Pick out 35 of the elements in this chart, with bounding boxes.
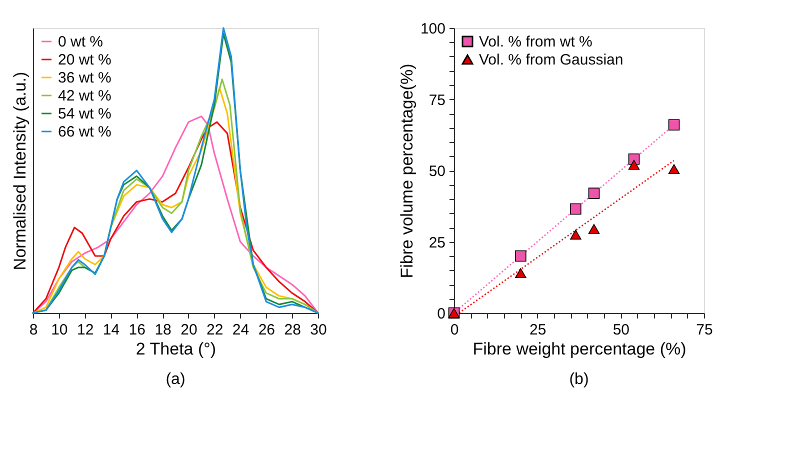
x-tick-label: 24 (232, 322, 250, 338)
x-axis-title: Fibre weight percentage (%) (472, 340, 686, 358)
x-tick-label: 10 (51, 322, 68, 338)
x-axis-title: 2 Theta (°) (136, 340, 216, 358)
x-tick-label: 0 (450, 322, 459, 338)
x-tick-label: 26 (258, 322, 276, 338)
x-tick-label: 16 (128, 322, 146, 338)
x-tick-label: 14 (102, 322, 120, 338)
legend-label: 54 wt % (58, 106, 112, 122)
text: (a) (166, 371, 186, 388)
legend-label: Vol. % from Gaussian (479, 52, 624, 68)
y-tick-label: 25 (428, 234, 446, 252)
legend-label: 20 wt % (58, 52, 112, 68)
x-tick-label: 22 (206, 322, 224, 338)
legend-label: 42 wt % (58, 88, 112, 104)
legend-label: 36 wt % (58, 70, 112, 86)
x-tick-label: 20 (180, 322, 198, 338)
y-axis-title: Normalised Intensity (a.u.) (10, 72, 30, 270)
x-tick-label: 30 (310, 322, 327, 338)
x-tick-label: 25 (529, 322, 546, 338)
y-tick-label: 75 (428, 92, 446, 109)
x-tick-label: 8 (29, 322, 38, 338)
x-tick-label: 50 (612, 322, 630, 338)
y-axis-title: Fibre volume percentage(%) (397, 64, 416, 278)
y-tick-label: 100 (420, 20, 446, 38)
x-tick-label: 75 (696, 322, 713, 338)
legend-label: Vol. % from wt % (479, 34, 592, 50)
x-tick-label: 18 (154, 322, 172, 338)
y-tick-label: 0 (437, 306, 446, 322)
legend-label: 66 wt % (58, 124, 112, 140)
text: (b) (569, 371, 589, 388)
x-tick-label: 28 (284, 322, 301, 338)
legend-label: 0 wt % (58, 34, 104, 50)
y-tick-label: 50 (428, 163, 446, 180)
x-tick-label: 12 (76, 322, 94, 338)
